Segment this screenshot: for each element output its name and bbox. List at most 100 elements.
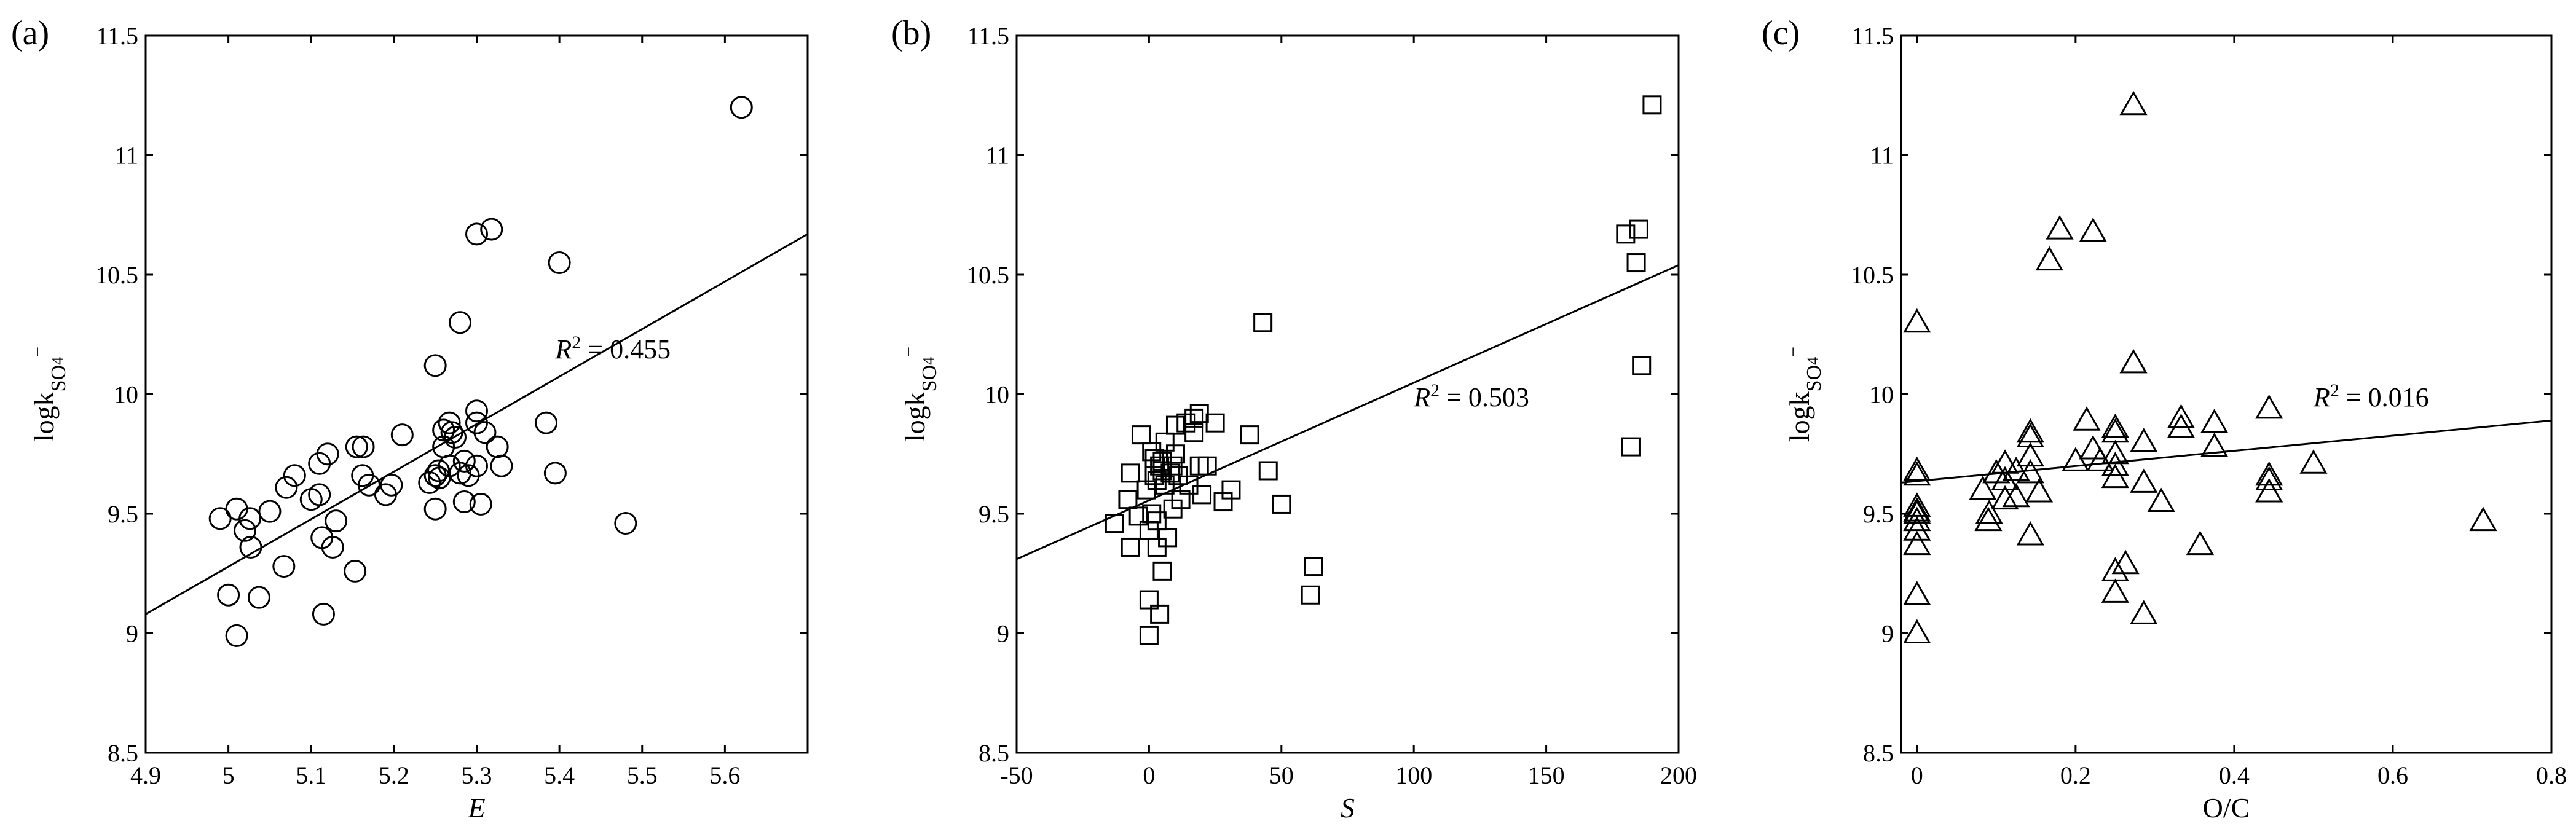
data-point <box>1903 492 1931 517</box>
data-point <box>2147 487 2175 513</box>
x-tick-label: 0 <box>1911 761 1923 789</box>
data-point <box>2086 447 2114 471</box>
data-point <box>2255 477 2283 503</box>
data-point <box>1272 494 1291 514</box>
y-axis-title-main: logk <box>1784 391 1815 442</box>
y-tick-label: 10.5 <box>966 261 1009 289</box>
data-point <box>614 512 637 535</box>
y-tick-label: 11 <box>1870 142 1894 170</box>
data-point <box>428 466 451 490</box>
r2-value: = 0.455 <box>581 334 671 364</box>
data-point <box>452 449 476 473</box>
data-point <box>1903 499 1931 524</box>
data-point <box>418 471 441 494</box>
plot-frame <box>1015 34 1680 754</box>
panel-b: (b) -50 0 50 100 150 200 8.5 9 9.5 10 10.5 11 11.5 R… <box>891 14 1697 823</box>
x-tick-label: 5.2 <box>379 761 409 789</box>
data-point <box>1642 95 1662 115</box>
y-axis-title-sub: SO <box>1803 365 1826 391</box>
x-tick-label: 4.9 <box>130 761 161 789</box>
data-point <box>1629 219 1648 239</box>
data-point <box>2200 433 2229 457</box>
data-point <box>308 452 331 475</box>
data-point <box>1192 485 1212 505</box>
data-point <box>1165 415 1185 435</box>
data-point <box>1197 456 1217 476</box>
fit-line <box>145 233 808 615</box>
data-point <box>1969 476 1997 500</box>
data-point <box>312 602 335 626</box>
data-point <box>1301 585 1320 605</box>
data-point <box>1903 456 1931 481</box>
data-point <box>1184 423 1204 442</box>
data-point <box>2079 434 2107 460</box>
y-tick-label: 10 <box>985 381 1009 409</box>
y-tick-label: 9 <box>997 620 1009 648</box>
y-tick-label: 10 <box>1869 381 1894 409</box>
x-tick-label: 0 <box>1143 761 1155 789</box>
data-point <box>438 411 461 434</box>
data-point <box>1150 456 1170 476</box>
y-axis-title-sup: − <box>28 347 48 357</box>
y-axis-title-main: logk <box>899 391 931 442</box>
data-point <box>1903 506 1931 532</box>
data-point <box>1165 444 1185 464</box>
data-point <box>2079 217 2107 242</box>
data-point <box>1121 537 1140 557</box>
data-point <box>1136 480 1156 500</box>
data-point <box>490 454 513 477</box>
data-point <box>486 435 509 458</box>
x-tick-label: 5.5 <box>627 761 658 789</box>
data-point <box>2130 428 2158 452</box>
data-point <box>1991 485 2019 510</box>
data-point <box>1163 456 1183 476</box>
x-axis-title: O/C <box>2203 792 2250 823</box>
y-axis-title-subsub: 4 <box>920 357 937 365</box>
x-tick-label: 5 <box>223 761 235 789</box>
y-axis-title: logkSO4− <box>28 347 70 442</box>
data-point <box>1205 413 1225 433</box>
data-point <box>2130 600 2158 624</box>
panel-a: (a) 4.9 5 5.1 5.2 5.3 5.4 5.5 5.6 8.5 9 9.5 10 10.5 1… <box>11 14 809 823</box>
data-point <box>1152 561 1172 581</box>
data-point <box>208 507 232 530</box>
data-point <box>543 462 567 485</box>
x-tick-label: 5.1 <box>296 761 326 789</box>
data-point <box>225 624 248 647</box>
axis-ticks: 4.9 5 5.1 5.2 5.3 5.4 5.5 5.6 8.5 9 9.5 10 10.5 11 11.… <box>95 22 808 789</box>
data-point <box>1974 506 2003 532</box>
data-point <box>465 222 488 246</box>
y-axis-title-subsub: 4 <box>49 357 66 365</box>
data-point <box>2111 549 2140 575</box>
x-tick-label: 5.3 <box>462 761 492 789</box>
r2-value: = 0.503 <box>1440 382 1529 412</box>
x-axis-title: S <box>1341 792 1355 823</box>
x-tick-label: 5.6 <box>709 761 740 789</box>
data-point <box>1621 437 1641 457</box>
y-tick-label: 9 <box>1881 620 1894 648</box>
data-point <box>225 497 248 521</box>
data-point <box>234 519 257 542</box>
r2-label: R <box>554 334 572 364</box>
data-point <box>239 535 262 559</box>
data-point <box>2101 413 2129 438</box>
data-point <box>1131 425 1151 445</box>
data-point <box>535 411 558 434</box>
y-tick-label: 9.5 <box>108 500 138 528</box>
data-point <box>1632 356 1652 375</box>
y-tick-label: 11.5 <box>96 22 138 50</box>
r2-sup: 2 <box>572 332 581 353</box>
data-point <box>258 500 282 523</box>
y-tick-label: 8.5 <box>1863 739 1894 767</box>
y-axis-title-main: logk <box>28 391 60 442</box>
x-tick-label: 0.2 <box>2060 761 2091 789</box>
x-tick-label: 0.4 <box>2219 761 2250 789</box>
panel-c: (c) 0 0.2 0.4 0.6 0.8 8.5 9 9.5 10 10.5 11 11.5 R2 … <box>1762 14 2567 823</box>
data-point <box>2200 409 2229 433</box>
data-point <box>457 464 480 487</box>
data-point <box>2016 423 2044 448</box>
r2-label: R <box>2313 382 2330 412</box>
y-tick-label: 10.5 <box>1851 261 1894 289</box>
y-axis-title-sub: SO <box>47 365 70 391</box>
